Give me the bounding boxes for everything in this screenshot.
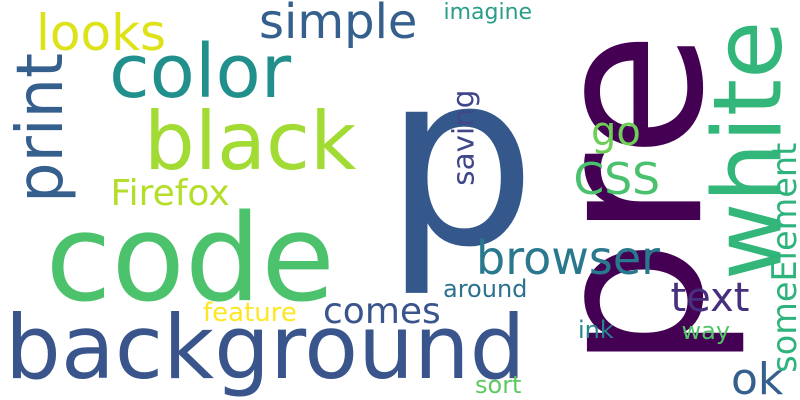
word-text: text (670, 275, 750, 321)
word-background: background (5, 296, 526, 399)
word-ink: ink (578, 316, 614, 344)
word-browser: browser (476, 231, 661, 285)
word-code: code (45, 190, 335, 329)
word-someelement: someElement (765, 142, 800, 373)
word-print: print (4, 52, 79, 203)
word-looks: looks (36, 4, 167, 62)
word-ok: ok (731, 354, 784, 400)
word-black: black (144, 95, 357, 188)
word-go: go (591, 109, 641, 155)
word-feature: feature (203, 298, 297, 328)
word-p: p (384, 20, 537, 300)
word-firefox: Firefox (110, 173, 230, 214)
word-sort: sort (475, 371, 522, 399)
word-comes: comes (323, 291, 441, 332)
word-css: CSS (573, 154, 661, 205)
word-around: around (443, 275, 528, 303)
word-color: color (109, 29, 292, 115)
word-saving: saving (446, 89, 481, 186)
word-simple: simple (259, 0, 418, 50)
word-way: way (681, 317, 731, 345)
word-imagine: imagine (443, 0, 533, 25)
